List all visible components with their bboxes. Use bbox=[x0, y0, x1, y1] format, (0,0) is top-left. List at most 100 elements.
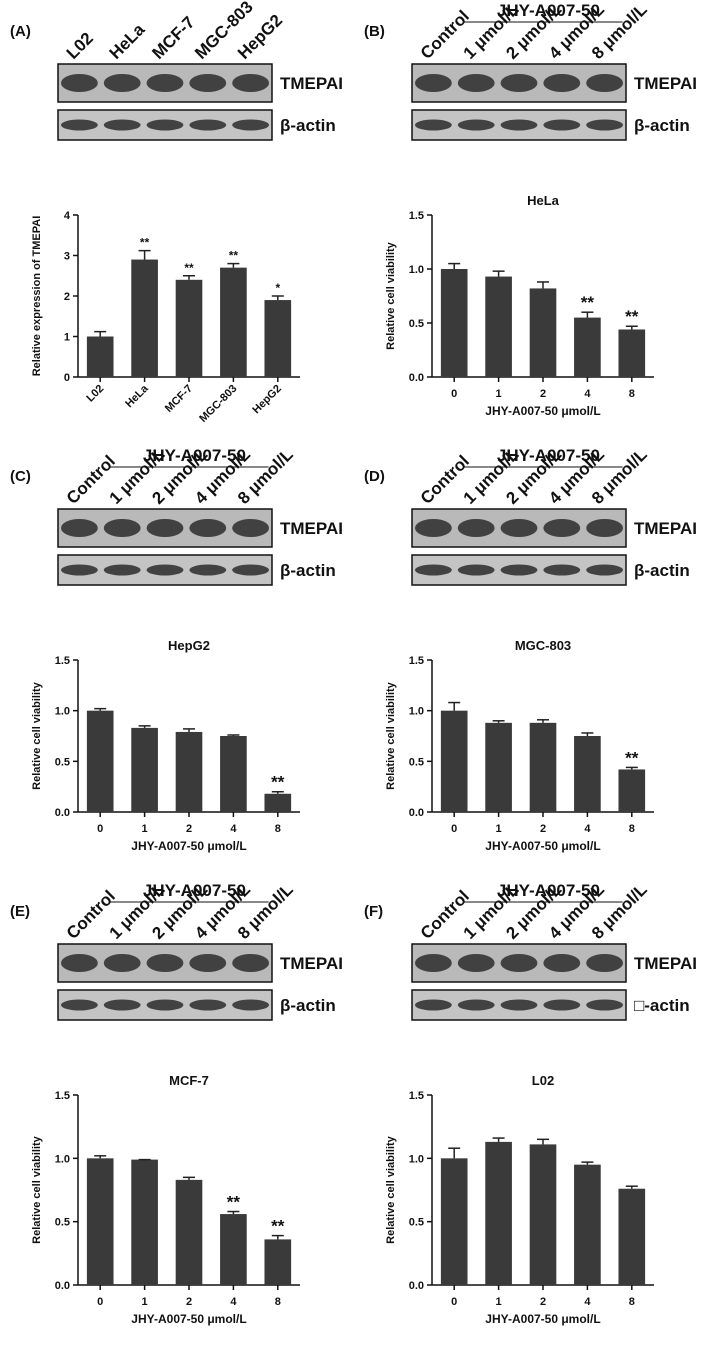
blot-band bbox=[586, 564, 624, 576]
bar bbox=[220, 1214, 247, 1285]
blot-band bbox=[500, 564, 538, 576]
panel-label: (B) bbox=[364, 23, 385, 40]
blot-band bbox=[586, 119, 624, 131]
x-tick-label: 4 bbox=[584, 823, 591, 835]
blot-band bbox=[232, 119, 270, 131]
blot-band bbox=[60, 119, 98, 131]
blot-band bbox=[586, 74, 624, 92]
x-tick-label: 0 bbox=[97, 823, 103, 835]
blot-band bbox=[103, 519, 141, 537]
bar bbox=[220, 267, 247, 377]
lane-label: MCF-7 bbox=[148, 13, 198, 63]
significance-label: ** bbox=[229, 249, 239, 263]
blot-band bbox=[457, 564, 495, 576]
panel-label: (C) bbox=[10, 468, 31, 485]
chart-title: HeLa bbox=[527, 193, 560, 208]
group-label: JHY-A007-50 bbox=[143, 446, 246, 465]
y-tick-label: 1.5 bbox=[409, 210, 424, 222]
y-tick-label: 0.5 bbox=[55, 1217, 70, 1229]
x-tick-label: MGC-803 bbox=[197, 383, 239, 425]
x-tick-label: 1 bbox=[496, 388, 502, 400]
blot-band bbox=[232, 564, 270, 576]
blot-band bbox=[232, 74, 270, 92]
blot-band bbox=[500, 74, 538, 92]
y-tick-label: 0.5 bbox=[409, 318, 424, 330]
blot-band bbox=[232, 954, 270, 972]
band-label: TMEPAI bbox=[634, 954, 697, 973]
bar bbox=[618, 329, 646, 377]
y-tick-label: 0.0 bbox=[55, 807, 70, 819]
group-label: JHY-A007-50 bbox=[497, 446, 600, 465]
y-tick-label: 1.0 bbox=[409, 706, 424, 718]
y-tick-label: 4 bbox=[64, 210, 71, 222]
bar bbox=[86, 710, 114, 812]
y-tick-label: 0.0 bbox=[409, 807, 424, 819]
x-tick-label: 4 bbox=[584, 1296, 591, 1308]
blot-band bbox=[414, 999, 452, 1011]
bar bbox=[264, 1239, 292, 1285]
blot-band bbox=[189, 119, 227, 131]
bar bbox=[485, 722, 512, 812]
y-tick-label: 1.0 bbox=[409, 264, 424, 276]
blot-band bbox=[103, 74, 141, 92]
x-tick-label: L02 bbox=[84, 383, 106, 405]
blot-band bbox=[543, 999, 581, 1011]
blot-band bbox=[232, 999, 270, 1011]
panel-label: (F) bbox=[364, 903, 383, 920]
x-axis-label: JHY-A007-50 μmol/L bbox=[485, 404, 600, 418]
bar bbox=[618, 769, 646, 812]
y-tick-label: 3 bbox=[64, 251, 70, 263]
blot-band bbox=[146, 519, 184, 537]
bar bbox=[175, 279, 203, 377]
bar bbox=[440, 1158, 468, 1285]
bar bbox=[86, 1158, 114, 1285]
bar bbox=[175, 1179, 203, 1285]
band-label: TMEPAI bbox=[280, 519, 343, 538]
blot-band bbox=[146, 999, 184, 1011]
blot-band bbox=[103, 564, 141, 576]
y-axis-label: Relative cell viability bbox=[385, 1135, 397, 1243]
bar bbox=[574, 736, 601, 812]
bar bbox=[618, 1188, 646, 1285]
x-tick-label: 0 bbox=[451, 1296, 457, 1308]
blot-band bbox=[500, 999, 538, 1011]
blot-band bbox=[457, 954, 495, 972]
bar bbox=[440, 269, 468, 377]
y-tick-label: 0 bbox=[64, 372, 70, 384]
y-tick-label: 0.5 bbox=[409, 1217, 424, 1229]
blot-band bbox=[232, 519, 270, 537]
blot-band bbox=[146, 564, 184, 576]
group-label: JHY-A007-50 bbox=[497, 1, 600, 20]
x-tick-label: 2 bbox=[540, 388, 546, 400]
x-tick-label: 1 bbox=[142, 1296, 148, 1308]
panel-label: (E) bbox=[10, 903, 30, 920]
blot-band bbox=[586, 999, 624, 1011]
blot-band bbox=[414, 519, 452, 537]
x-tick-label: 0 bbox=[451, 823, 457, 835]
blot-band bbox=[189, 519, 227, 537]
blot-band bbox=[414, 564, 452, 576]
bar bbox=[220, 736, 247, 812]
blot-band bbox=[414, 954, 452, 972]
x-tick-label: 8 bbox=[275, 1296, 281, 1308]
blot-band bbox=[189, 564, 227, 576]
x-tick-label: 8 bbox=[629, 823, 635, 835]
blot-band bbox=[189, 74, 227, 92]
blot-band bbox=[414, 119, 452, 131]
blot-band bbox=[60, 74, 98, 92]
x-tick-label: HepG2 bbox=[250, 383, 284, 417]
group-label: JHY-A007-50 bbox=[497, 881, 600, 900]
blot-band bbox=[543, 954, 581, 972]
x-tick-label: 0 bbox=[97, 1296, 103, 1308]
blot-band bbox=[60, 999, 98, 1011]
panel-label: (A) bbox=[10, 23, 31, 40]
x-tick-label: 1 bbox=[496, 823, 502, 835]
bar bbox=[264, 793, 292, 812]
chart-title: MCF-7 bbox=[169, 1073, 209, 1088]
x-axis-label: JHY-A007-50 μmol/L bbox=[131, 839, 246, 853]
blot-band bbox=[60, 954, 98, 972]
bar bbox=[131, 1159, 158, 1285]
x-tick-label: 4 bbox=[230, 823, 237, 835]
blot-band bbox=[189, 999, 227, 1011]
